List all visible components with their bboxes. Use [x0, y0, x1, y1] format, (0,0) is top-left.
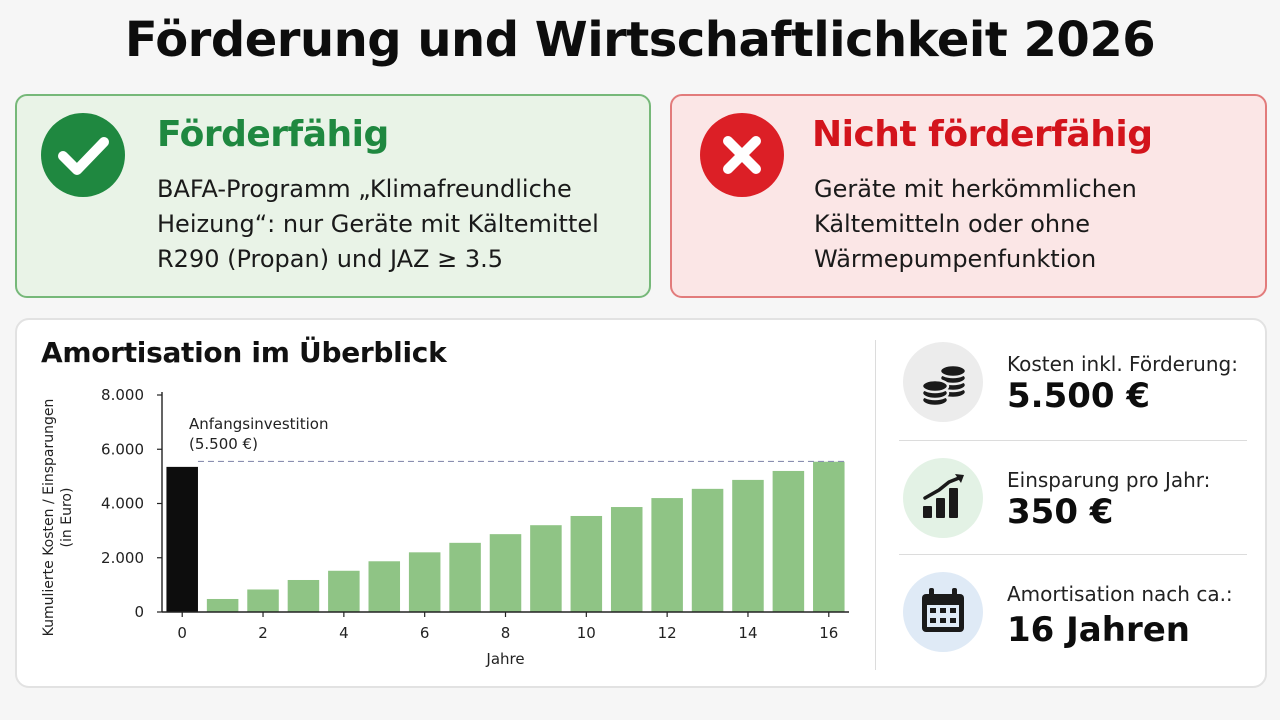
- not-eligible-card: Nicht förderfähig Geräte mit herkömmlich…: [670, 94, 1267, 298]
- bar: [530, 525, 562, 612]
- bar: [166, 466, 198, 612]
- annotation-label: Anfangsinvestition: [189, 415, 328, 433]
- not-eligible-text: Geräte mit herkömmlichen Kältemitteln od…: [814, 175, 1137, 273]
- cross-icon: [700, 113, 784, 197]
- panel-divider: [875, 340, 876, 670]
- y-tick-label: 0: [134, 603, 144, 621]
- bar: [772, 470, 805, 612]
- amortization-label: Amortisation nach ca.:: [1007, 582, 1233, 606]
- amortization-value: 16 Jahren: [1007, 610, 1190, 650]
- bar: [691, 488, 724, 612]
- bar: [489, 534, 522, 612]
- annotation-value: (5.500 €): [189, 435, 258, 453]
- savings-label: Einsparung pro Jahr:: [1007, 468, 1211, 492]
- amortization-chart: 0 2.000 4.000 6.000 8.000 Anfangsinvestition (…: [41, 386, 849, 668]
- x-tick-label: 16: [819, 624, 838, 642]
- stat-divider: [899, 440, 1247, 441]
- checkmark-icon: [41, 113, 125, 197]
- page-title: Förderung und Wirtschaftlichkeit 2026: [124, 12, 1156, 68]
- x-tick-label: 12: [658, 624, 677, 642]
- cost-value: 5.500 €: [1007, 376, 1151, 416]
- stat-divider: [899, 554, 1247, 555]
- bar: [328, 570, 360, 612]
- savings-value: 350 €: [1007, 492, 1114, 532]
- amortization-panel: Amortisation im Überblick 0 2.000 4.000 6.0…: [15, 318, 1267, 688]
- x-tick-label: 14: [738, 624, 757, 642]
- calendar-icon: [903, 572, 983, 652]
- y-tick-label: 6.000: [101, 440, 144, 458]
- bar: [247, 589, 279, 612]
- growth-chart-icon: [903, 458, 983, 538]
- eligible-card: Förderfähig BAFA-Programm „Klimafreundli…: [15, 94, 651, 298]
- bar: [813, 461, 845, 612]
- bar: [732, 479, 764, 612]
- bar: [408, 552, 441, 612]
- amortization-title: Amortisation im Überblick: [41, 336, 447, 369]
- y-tick-label: 4.000: [101, 495, 144, 513]
- bar: [570, 515, 603, 612]
- x-tick-label: 8: [501, 624, 511, 642]
- eligible-text: BAFA-Programm „Klimafreundliche Heizung“…: [157, 175, 599, 273]
- x-tick-label: 0: [177, 624, 187, 642]
- x-tick-label: 4: [339, 624, 349, 642]
- bar: [206, 598, 239, 612]
- eligible-heading: Förderfähig: [157, 114, 389, 155]
- coins-icon: [903, 342, 983, 422]
- y-tick-label: 8.000: [101, 386, 144, 404]
- x-tick-label: 2: [258, 624, 268, 642]
- bar: [610, 507, 643, 612]
- x-tick-label: 6: [420, 624, 430, 642]
- cost-label: Kosten inkl. Förderung:: [1007, 352, 1238, 376]
- bar: [368, 561, 401, 612]
- y-tick-label: 2.000: [101, 549, 144, 567]
- y-axis-label: Kumulierte Kosten / Einsparungen (in Euro…: [41, 399, 75, 637]
- x-axis-label: Jahre: [485, 650, 524, 668]
- bar: [449, 542, 481, 612]
- x-tick-label: 10: [577, 624, 596, 642]
- not-eligible-heading: Nicht förderfähig: [812, 114, 1153, 155]
- bar: [651, 498, 683, 612]
- bar: [287, 579, 320, 612]
